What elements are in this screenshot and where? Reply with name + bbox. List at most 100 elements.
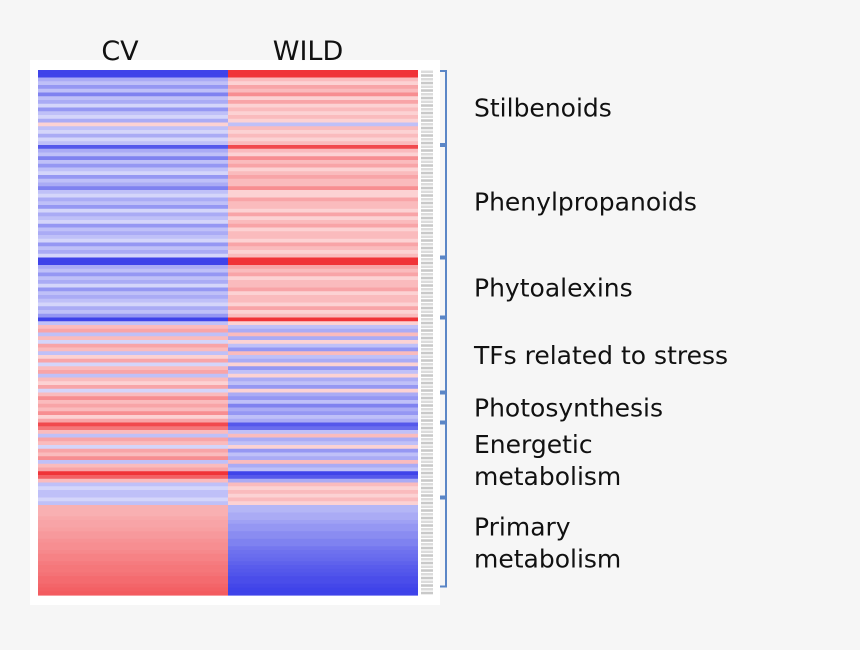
heatmap-cell (228, 167, 418, 172)
row-label-mark (421, 205, 433, 209)
heatmap-cell (38, 193, 228, 199)
row-label-mark (421, 505, 433, 509)
heatmap-cell (38, 553, 228, 559)
heatmap-cell (38, 591, 228, 596)
heatmap-cell (228, 96, 418, 101)
heatmap-cell (228, 572, 418, 577)
heatmap-cell (228, 535, 418, 540)
row-label-mark (421, 445, 433, 449)
heatmap-cell (228, 313, 418, 319)
heatmap-cell (38, 96, 228, 101)
row-label-mark (421, 89, 433, 92)
heatmap-cell (38, 92, 228, 97)
row-label-mark (421, 269, 433, 272)
heatmap-cell (228, 115, 418, 120)
heatmap-cell (38, 306, 228, 311)
heatmap-cell (228, 557, 418, 562)
heatmap-cell (228, 351, 418, 356)
heatmap-cell (38, 276, 228, 281)
group-label: Phenylpropanoids (474, 187, 697, 216)
row-label-mark (421, 280, 433, 284)
group-labels: Stilbenoids Phenylpropanoids Phytoalexins T… (473, 94, 728, 574)
heatmap-cell (228, 422, 418, 427)
heatmap-cell (38, 505, 228, 510)
row-label-mark (421, 141, 433, 145)
row-label-mark (421, 438, 433, 441)
column-label-wild: WILD (273, 36, 344, 67)
heatmap-cell (228, 411, 418, 416)
group-bracket (440, 422, 447, 498)
row-label-mark (421, 516, 433, 520)
heatmap-cell (38, 336, 228, 341)
row-label-mark (421, 490, 433, 494)
row-label-mark (421, 299, 433, 302)
heatmap-cell (228, 246, 418, 251)
heatmap-cell (38, 456, 228, 461)
row-label-mark (421, 303, 433, 306)
row-label-mark (421, 411, 433, 415)
row-label-mark (421, 453, 433, 456)
row-label-mark (421, 475, 433, 479)
group-label: TFs related to stress (473, 341, 728, 370)
heatmap-cell (228, 70, 418, 75)
heatmap-cell (228, 542, 418, 547)
row-label-mark (421, 344, 433, 347)
heatmap-cell (228, 268, 418, 274)
row-label-mark (421, 273, 433, 276)
row-label-mark (421, 479, 433, 482)
heatmap-cell (38, 70, 228, 75)
heatmap-cell (38, 355, 228, 360)
row-label-mark (421, 179, 433, 182)
heatmap-cell (228, 276, 418, 281)
row-label-mark (421, 160, 433, 164)
heatmap-cell (38, 430, 228, 435)
heatmap-cell (228, 508, 418, 514)
heatmap-cell (38, 257, 228, 262)
heatmap-cell (38, 73, 228, 79)
heatmap-cell (38, 445, 228, 450)
heatmap-cell (38, 407, 228, 412)
heatmap-cell (38, 167, 228, 172)
heatmap-cell (38, 197, 228, 202)
heatmap-cell (228, 283, 418, 289)
heatmap-cell (38, 501, 228, 506)
heatmap-cell (228, 332, 418, 337)
row-label-mark (421, 426, 433, 430)
heatmap-cell (38, 508, 228, 514)
heatmap-cell (228, 250, 418, 255)
row-label-mark (421, 265, 433, 269)
group-label: metabolism (474, 462, 621, 491)
row-label-mark (421, 543, 433, 546)
group-bracket (440, 257, 447, 318)
heatmap-cell (38, 190, 228, 195)
heatmap-cell (38, 148, 228, 154)
row-label-mark (421, 213, 433, 216)
heatmap-cell (228, 448, 418, 454)
row-label-mark (421, 295, 433, 299)
heatmap-cell (228, 193, 418, 199)
column-label-cv: CV (101, 36, 139, 67)
heatmap-cell (228, 88, 418, 94)
heatmap-cell (228, 516, 418, 521)
heatmap-cell (228, 355, 418, 360)
heatmap-cell (38, 343, 228, 349)
heatmap-cell (228, 400, 418, 405)
heatmap-cell (228, 317, 418, 322)
row-label-mark (421, 498, 433, 501)
row-label-mark (421, 81, 433, 85)
heatmap-cell (228, 546, 418, 551)
heatmap-cell (38, 490, 228, 495)
row-label-mark (421, 329, 433, 332)
heatmap-cell (228, 568, 418, 574)
row-label-mark (421, 175, 433, 179)
heatmap-cell (38, 261, 228, 266)
row-label-mark (421, 434, 433, 437)
heatmap-cell (38, 212, 228, 217)
heatmap-cell (38, 178, 228, 184)
row-label-mark (421, 235, 433, 239)
heatmap-cell (228, 92, 418, 97)
heatmap-cell (228, 130, 418, 135)
row-label-mark (421, 171, 433, 175)
heatmap-cell (228, 512, 418, 517)
